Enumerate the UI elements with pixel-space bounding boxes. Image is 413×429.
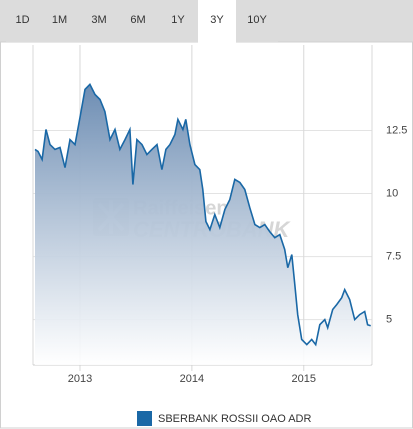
- tab[interactable]: 10Y: [236, 0, 278, 42]
- tab-bg: [6, 0, 39, 42]
- tab-label: 6M: [130, 14, 145, 26]
- tab[interactable]: 1D: [6, 0, 39, 42]
- line: [34, 83, 371, 347]
- tab[interactable]: 3Y: [198, 0, 236, 43]
- tab-label: 1Y: [171, 14, 185, 26]
- tab-label: 3Y: [210, 14, 224, 26]
- tab[interactable]: 1M: [39, 0, 80, 42]
- y-tick-label: 10: [386, 187, 398, 199]
- area-fill: [35, 84, 371, 366]
- tab[interactable]: 1Y: [158, 0, 198, 42]
- tab-bg: [236, 0, 278, 42]
- y-tick-label: 5: [386, 314, 392, 326]
- y-tick-label: 7.5: [386, 250, 401, 262]
- x-tick-label: 2014: [180, 373, 204, 385]
- tab-bg: [80, 0, 118, 42]
- x-tick-label: 2015: [292, 373, 316, 385]
- x-tick-label: 2013: [68, 373, 92, 385]
- tab[interactable]: 6M: [118, 0, 158, 42]
- tab-label: 3M: [91, 14, 106, 26]
- legend-swatch: [137, 411, 152, 426]
- tab-label: 1M: [52, 14, 67, 26]
- tab-bg: [198, 0, 236, 43]
- legend-label: SBERBANK ROSSII OAO ADR: [158, 413, 311, 425]
- y-tick-label: 12.5: [386, 124, 407, 136]
- tab-label: 10Y: [247, 14, 267, 26]
- tab-bg: [39, 0, 80, 42]
- tab-bg: [158, 0, 198, 42]
- tab-bg: [118, 0, 158, 42]
- tab[interactable]: 3M: [80, 0, 118, 42]
- tab-label: 1D: [15, 14, 29, 26]
